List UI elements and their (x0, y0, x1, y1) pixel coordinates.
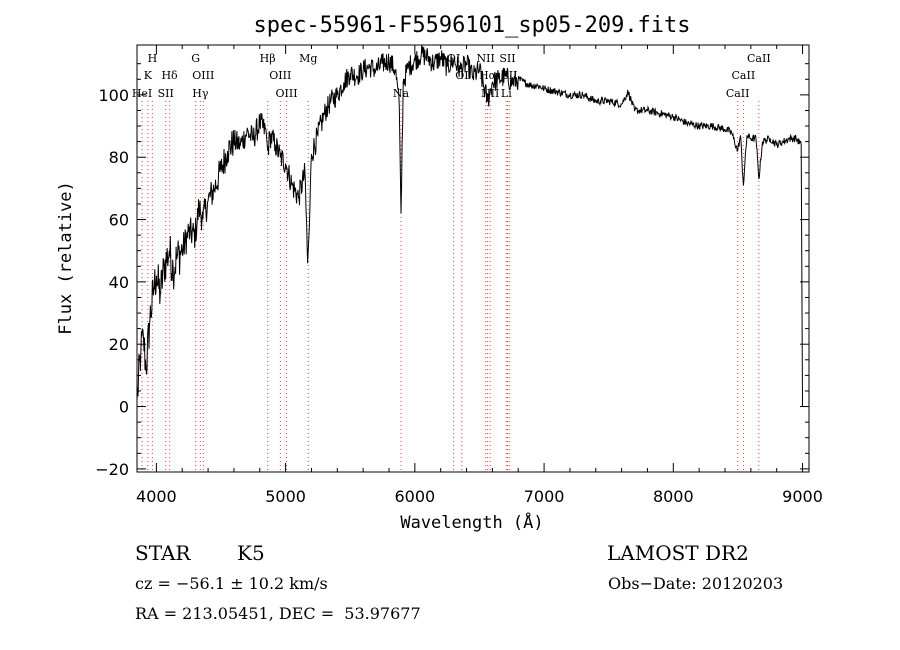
x-tick-label: 4000 (136, 487, 177, 506)
y-axis: −20 0 20 40 60 80 100 (95, 63, 809, 479)
line-label: Na (393, 87, 410, 100)
line-label: CaII (747, 52, 771, 65)
line-label: CaII (726, 87, 750, 100)
redshift-value: cz = −56.1 ± 10.2 km/s (135, 574, 328, 593)
line-label: NII (481, 87, 499, 100)
y-tick-label: 60 (109, 211, 129, 230)
spectrum-series (137, 45, 804, 407)
line-label: OIII (192, 69, 214, 82)
y-tick-label: 20 (109, 335, 129, 354)
line-label: Mg (299, 52, 317, 65)
x-tick-label: 7000 (524, 487, 565, 506)
y-tick-label: 80 (109, 148, 129, 167)
x-axis-label: Wavelength (Å) (400, 511, 543, 533)
line-label: SII (499, 52, 515, 65)
survey-label: LAMOST DR2 (607, 541, 749, 565)
chart-title: spec-55961-F5596101_sp05-209.fits (253, 13, 690, 38)
line-label: K (144, 69, 153, 82)
line-label: Li (501, 87, 512, 100)
line-label: Hδ (161, 69, 178, 82)
line-label: CaII (732, 69, 756, 82)
line-label: OIII (269, 69, 291, 82)
y-tick-label: 100 (98, 86, 129, 105)
line-label: Hα (479, 69, 497, 82)
line-label: Hγ (192, 87, 209, 100)
x-axis: 4000 5000 6000 7000 8000 9000 (136, 45, 823, 506)
line-label: NII (477, 52, 495, 65)
line-label: OIII (275, 87, 297, 100)
y-tick-label: 40 (109, 273, 129, 292)
y-tick-label: −20 (95, 460, 129, 479)
line-label: Hβ (260, 52, 276, 65)
line-label: SII (158, 87, 174, 100)
line-label: G (191, 52, 200, 65)
spectrum-line (137, 45, 804, 407)
y-tick-label: 0 (119, 398, 129, 417)
x-tick-label: 6000 (394, 487, 435, 506)
subclass: K5 (237, 541, 265, 565)
spectral-line-markers (141, 101, 760, 472)
object-class: STAR (135, 541, 191, 565)
plot-frame (136, 44, 810, 473)
x-tick-label: 8000 (653, 487, 694, 506)
obs-date: Obs−Date: 20120203 (608, 574, 784, 593)
line-label: H (148, 52, 158, 65)
coordinates: RA = 213.05451, DEC = 53.97677 (135, 604, 421, 623)
line-label: HeI (132, 87, 152, 100)
y-axis-label: Flux (relative) (56, 181, 76, 335)
x-tick-label: 9000 (782, 487, 823, 506)
x-tick-label: 5000 (265, 487, 306, 506)
